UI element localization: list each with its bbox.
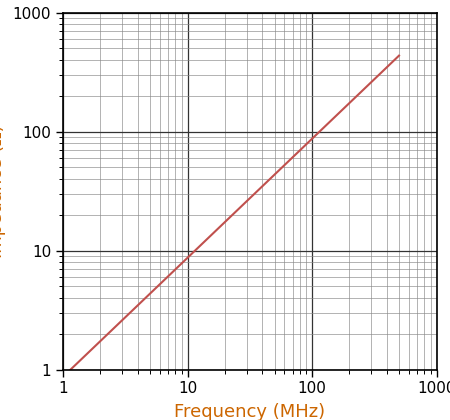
Y-axis label: Impedance (Ω): Impedance (Ω): [0, 124, 6, 258]
X-axis label: Frequency (MHz): Frequency (MHz): [174, 403, 325, 420]
